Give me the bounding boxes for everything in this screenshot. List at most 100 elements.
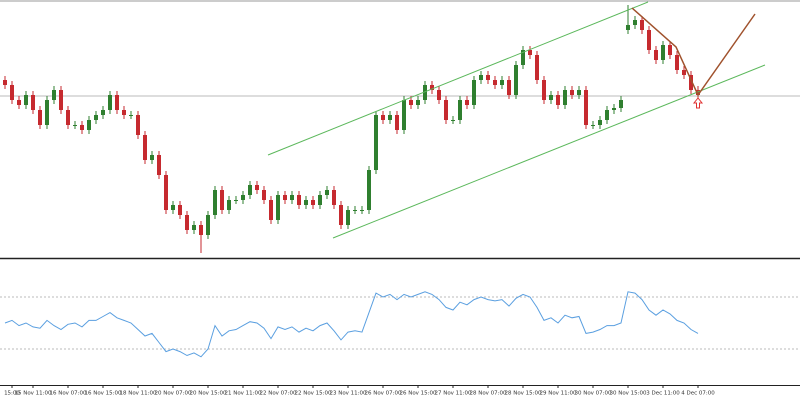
up-arrow xyxy=(692,97,704,109)
candle-body xyxy=(311,200,315,205)
candle-body xyxy=(255,185,259,190)
candle-body xyxy=(486,75,490,80)
candle-body xyxy=(31,95,35,110)
candle-body xyxy=(647,30,651,50)
candle-body xyxy=(66,110,70,125)
candle-body xyxy=(556,95,560,105)
candle-body xyxy=(689,75,693,90)
candle-body xyxy=(283,195,287,200)
candle-body xyxy=(59,90,63,110)
candle-body xyxy=(514,65,518,95)
candle-body xyxy=(374,115,378,170)
x-tick-label: 26 Nov 15:00 xyxy=(399,391,437,397)
candle-body xyxy=(192,225,196,230)
x-tick-label: 3 Dec 11:00 xyxy=(646,391,680,397)
candle-body xyxy=(241,195,245,200)
candle-body xyxy=(87,120,91,130)
x-tick-label: 20 Nov 15:00 xyxy=(189,391,227,397)
x-tick-label: 30 Nov 15:00 xyxy=(609,391,647,397)
candle-body xyxy=(164,175,168,210)
zigzag-projection xyxy=(631,7,756,97)
candle-body xyxy=(402,100,406,130)
candle-body xyxy=(17,100,21,105)
candle-body xyxy=(479,75,483,80)
candle-body xyxy=(73,125,77,126)
candle-body xyxy=(535,55,539,80)
candle-body xyxy=(633,20,637,25)
candle-body xyxy=(591,125,595,126)
candle-body xyxy=(598,120,602,125)
candle-body xyxy=(80,125,84,130)
x-tick-label: 22 Nov 07:00 xyxy=(259,391,297,397)
candle-body xyxy=(150,155,154,160)
candle-body xyxy=(416,100,420,105)
candle-body xyxy=(395,115,399,130)
candle-body xyxy=(640,20,644,30)
x-tick-label: 4 Dec 07:00 xyxy=(681,391,715,397)
candle-body xyxy=(367,170,371,210)
candle-body xyxy=(409,100,413,105)
candle-body xyxy=(171,205,175,210)
candle-body xyxy=(178,205,182,215)
candle-body xyxy=(290,195,294,200)
candle-body xyxy=(318,195,322,205)
x-tick-label: 20 Nov 07:00 xyxy=(154,391,192,397)
candle-body xyxy=(52,90,56,100)
candle-body xyxy=(24,95,28,105)
candle-body xyxy=(234,200,238,201)
candle-body xyxy=(227,200,231,210)
candle-body xyxy=(10,85,14,100)
drawings xyxy=(267,1,766,239)
candle-body xyxy=(45,100,49,125)
x-tick-label: 22 Nov 15:00 xyxy=(294,391,332,397)
candle-body xyxy=(563,90,567,105)
candle-body xyxy=(465,100,469,105)
candle-body xyxy=(115,95,119,110)
candle-body xyxy=(262,190,266,200)
candle-body xyxy=(682,70,686,75)
x-tick-label: 28 Nov 07:00 xyxy=(469,391,507,397)
x-tick-label: 18 Nov 11:00 xyxy=(119,391,157,397)
candle-body xyxy=(493,80,497,85)
candle-body xyxy=(661,45,665,60)
candle-body xyxy=(199,225,203,235)
candle-body xyxy=(507,80,511,95)
candle-body xyxy=(346,210,350,225)
candle-body xyxy=(129,115,133,116)
candle-body xyxy=(381,115,385,120)
candle-body xyxy=(626,25,630,30)
candle-body xyxy=(654,50,658,60)
candle-body xyxy=(213,190,217,215)
candle-body xyxy=(339,205,343,225)
candle-body xyxy=(122,110,126,115)
candle-body xyxy=(437,90,441,100)
candle-body xyxy=(584,90,588,125)
x-tick-label: 23 Nov 11:00 xyxy=(329,391,367,397)
x-tick-label: 21 Nov 11:00 xyxy=(224,391,262,397)
candle-body xyxy=(472,80,476,105)
candle-body xyxy=(353,210,357,211)
candle-body xyxy=(675,55,679,70)
candle-body xyxy=(570,90,574,95)
candle-body xyxy=(276,195,280,220)
candle-body xyxy=(325,190,329,195)
candle-body xyxy=(101,110,105,115)
candle-body xyxy=(528,50,532,55)
candle-body xyxy=(94,115,98,120)
candle-body xyxy=(206,215,210,235)
candle-body xyxy=(136,115,140,135)
candle-body xyxy=(605,110,609,120)
candle-body xyxy=(500,80,504,85)
x-tick-label: 15:00 xyxy=(4,391,20,397)
candle-body xyxy=(619,100,623,108)
candle-body xyxy=(157,155,161,175)
candle-body xyxy=(423,85,427,100)
x-tick-label: 27 Nov 11:00 xyxy=(434,391,472,397)
x-tick-label: 16 Nov 15:00 xyxy=(84,391,122,397)
candle-body xyxy=(430,85,434,90)
candle-body xyxy=(451,120,455,121)
candle-body xyxy=(360,210,364,211)
candle-body xyxy=(458,100,462,120)
